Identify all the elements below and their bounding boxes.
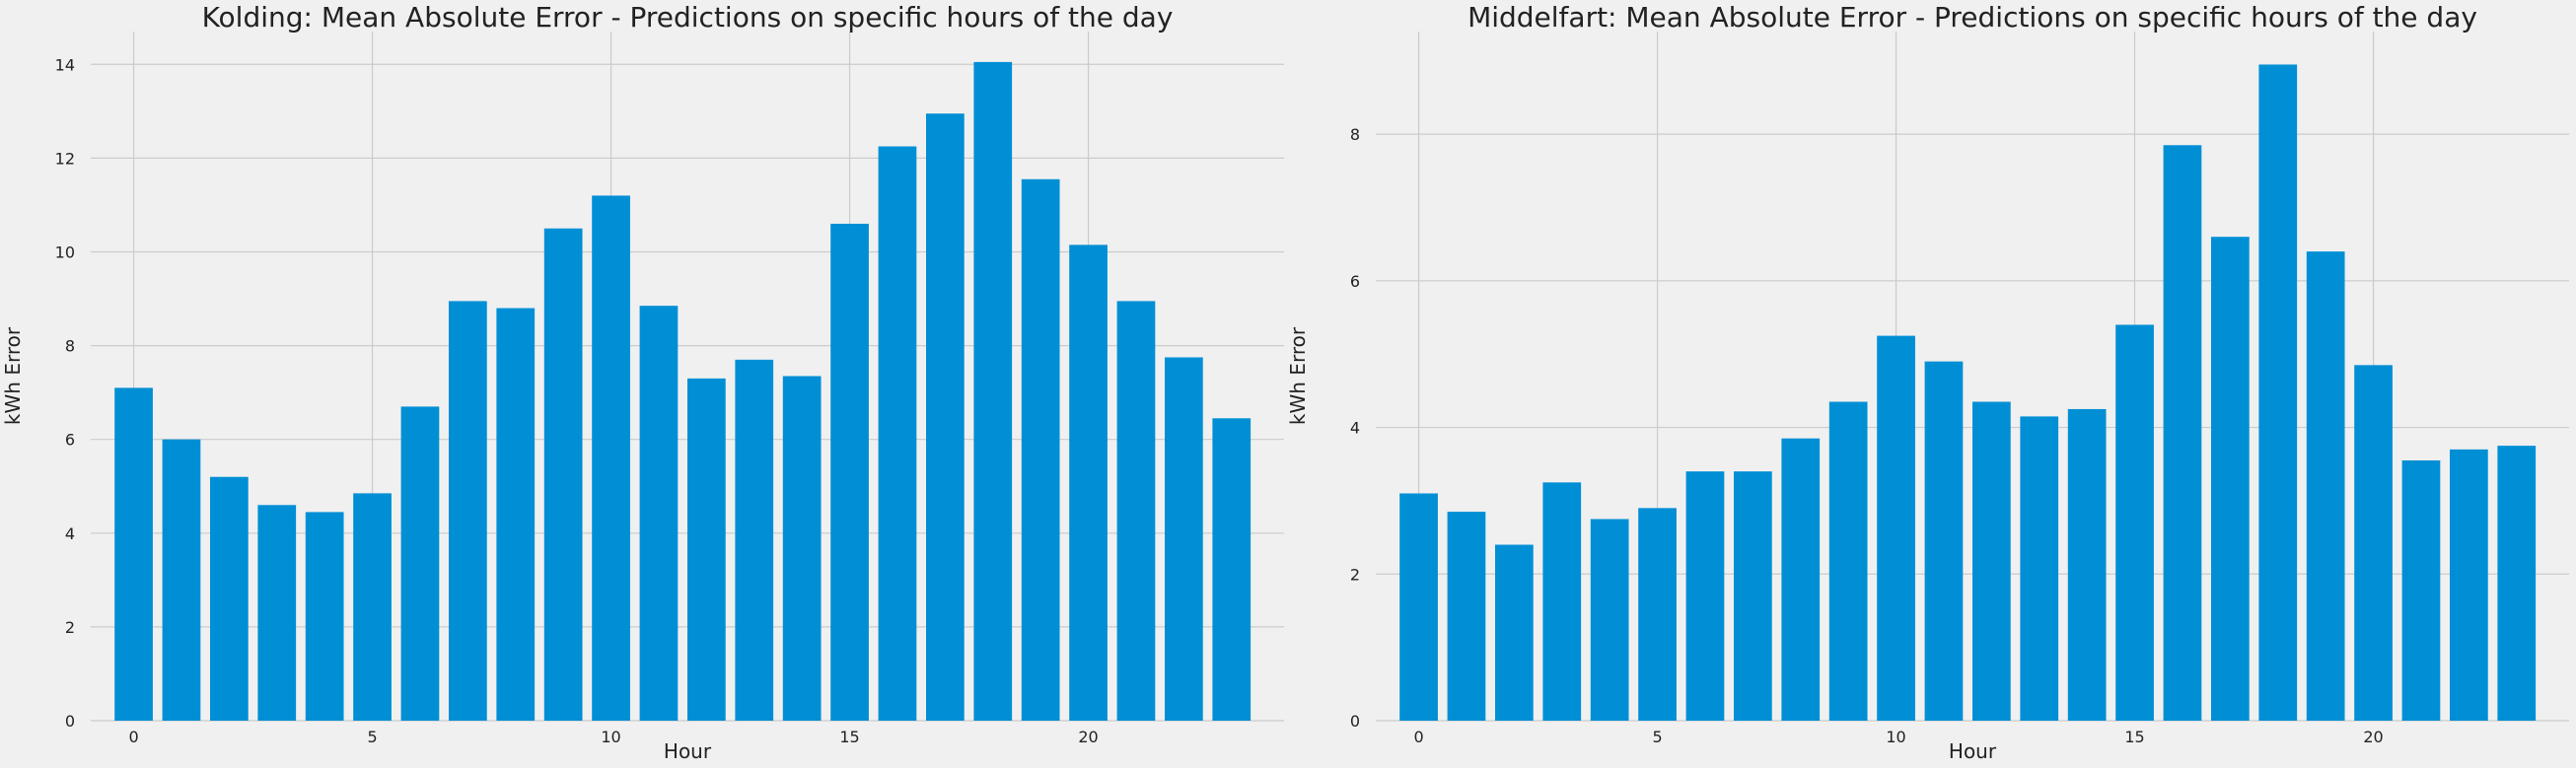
kolding-x-tick-label: 15 <box>839 728 859 746</box>
middelfart-x-tick-label: 20 <box>2363 728 2383 746</box>
middelfart-x-tick-label: 15 <box>2124 728 2144 746</box>
kolding-bar-hour-14 <box>782 376 822 721</box>
middelfart-bar-hour-0 <box>1399 493 1438 721</box>
middelfart-x-tick-label: 5 <box>1652 728 1662 746</box>
kolding-bar-hour-17 <box>926 113 965 721</box>
kolding-bars <box>114 61 1252 722</box>
middelfart-y-axis-label: kWh Error <box>1286 326 1310 425</box>
middelfart-y-tick-label: 4 <box>1350 419 1360 438</box>
kolding-y-tick-label: 12 <box>55 149 75 168</box>
kolding-bar-hour-10 <box>592 195 630 721</box>
kolding-bar-hour-9 <box>543 228 583 721</box>
middelfart-bar-hour-1 <box>1447 512 1486 721</box>
kolding-x-tick-label: 20 <box>1078 728 1098 746</box>
middelfart-bar-hour-2 <box>1495 544 1534 721</box>
middelfart-x-tick-label: 10 <box>1886 728 1905 746</box>
middelfart-x-tick-label: 0 <box>1413 728 1423 746</box>
middelfart-bars <box>1399 64 2537 722</box>
kolding-bar-hour-0 <box>114 387 153 721</box>
middelfart-y-tick-label: 8 <box>1350 125 1360 144</box>
middelfart-chart-title: Middelfart: Mean Absolute Error - Predic… <box>1467 1 2477 34</box>
kolding-bar-hour-12 <box>687 378 726 721</box>
kolding-y-tick-label: 0 <box>65 712 75 731</box>
kolding-bar-hour-2 <box>210 476 249 721</box>
kolding-bar-hour-20 <box>1069 244 1108 721</box>
middelfart-bar-hour-12 <box>1972 401 2011 721</box>
kolding-bar-hour-21 <box>1116 301 1156 721</box>
kolding-bar-hour-4 <box>305 512 344 721</box>
kolding-bar-hour-19 <box>1021 178 1060 722</box>
middelfart-chart: 0 2 4 6 8 0 5 10 15 20 Middelfart: Mean Absolute … <box>1286 1 2569 763</box>
kolding-bar-hour-3 <box>257 505 297 721</box>
kolding-bar-hour-18 <box>973 61 1013 722</box>
kolding-bar-hour-7 <box>449 301 487 721</box>
middelfart-bar-hour-8 <box>1781 438 1821 721</box>
middelfart-bar-hour-11 <box>1924 361 1964 721</box>
kolding-y-tick-label: 6 <box>65 431 75 450</box>
middelfart-bar-hour-20 <box>2354 365 2393 721</box>
middelfart-bar-hour-6 <box>1685 471 1725 721</box>
middelfart-bar-hour-22 <box>2450 449 2488 721</box>
kolding-tick-labels: 0 2 4 6 8 10 12 14 0 5 10 15 20 <box>55 55 1099 746</box>
kolding-bar-hour-15 <box>830 223 869 722</box>
kolding-y-axis-label: kWh Error <box>1 326 25 425</box>
middelfart-y-tick-label: 2 <box>1350 565 1360 584</box>
middelfart-bar-hour-7 <box>1734 471 1772 721</box>
kolding-y-tick-label: 10 <box>55 243 75 261</box>
kolding-bar-hour-5 <box>353 493 392 721</box>
kolding-bar-hour-6 <box>400 406 440 721</box>
middelfart-bar-hour-15 <box>2115 324 2154 721</box>
middelfart-bar-hour-14 <box>2067 408 2107 721</box>
middelfart-y-tick-label: 0 <box>1350 712 1360 731</box>
kolding-y-tick-label: 14 <box>55 55 75 74</box>
kolding-y-tick-label: 4 <box>65 524 75 543</box>
middelfart-tick-labels: 0 2 4 6 8 0 5 10 15 20 <box>1350 125 2384 746</box>
kolding-x-tick-label: 0 <box>128 728 138 746</box>
kolding-y-tick-label: 2 <box>65 618 75 637</box>
middelfart-x-axis-label: Hour <box>1949 739 1997 763</box>
kolding-bar-hour-1 <box>162 439 201 721</box>
kolding-bar-hour-13 <box>735 359 774 721</box>
middelfart-bar-hour-3 <box>1542 482 1582 721</box>
middelfart-bar-hour-19 <box>2306 251 2345 721</box>
kolding-chart: 0 2 4 6 8 10 12 14 0 5 10 15 20 Kolding: Mean Absolu… <box>1 1 1284 763</box>
kolding-y-tick-label: 8 <box>65 337 75 356</box>
kolding-bar-hour-22 <box>1165 357 1203 721</box>
middelfart-bar-hour-5 <box>1638 508 1677 721</box>
middelfart-bar-hour-9 <box>1828 401 1868 721</box>
middelfart-bar-hour-23 <box>2497 446 2537 721</box>
middelfart-bar-hour-17 <box>2211 237 2250 721</box>
middelfart-bar-hour-18 <box>2258 64 2298 721</box>
kolding-bar-hour-16 <box>878 146 917 721</box>
middelfart-bar-hour-16 <box>2163 145 2202 722</box>
kolding-bar-hour-23 <box>1212 418 1252 721</box>
middelfart-bar-hour-13 <box>2020 416 2059 721</box>
kolding-x-tick-label: 5 <box>367 728 377 746</box>
kolding-chart-title: Kolding: Mean Absolute Error - Predictio… <box>202 1 1174 34</box>
kolding-bar-hour-8 <box>496 308 536 721</box>
middelfart-bar-hour-21 <box>2401 460 2441 721</box>
middelfart-bar-hour-10 <box>1877 335 1915 721</box>
middelfart-y-tick-label: 6 <box>1350 272 1360 291</box>
kolding-x-tick-label: 10 <box>601 728 620 746</box>
kolding-bar-hour-11 <box>639 306 679 721</box>
kolding-x-axis-label: Hour <box>664 739 712 763</box>
middelfart-bar-hour-4 <box>1590 519 1629 721</box>
